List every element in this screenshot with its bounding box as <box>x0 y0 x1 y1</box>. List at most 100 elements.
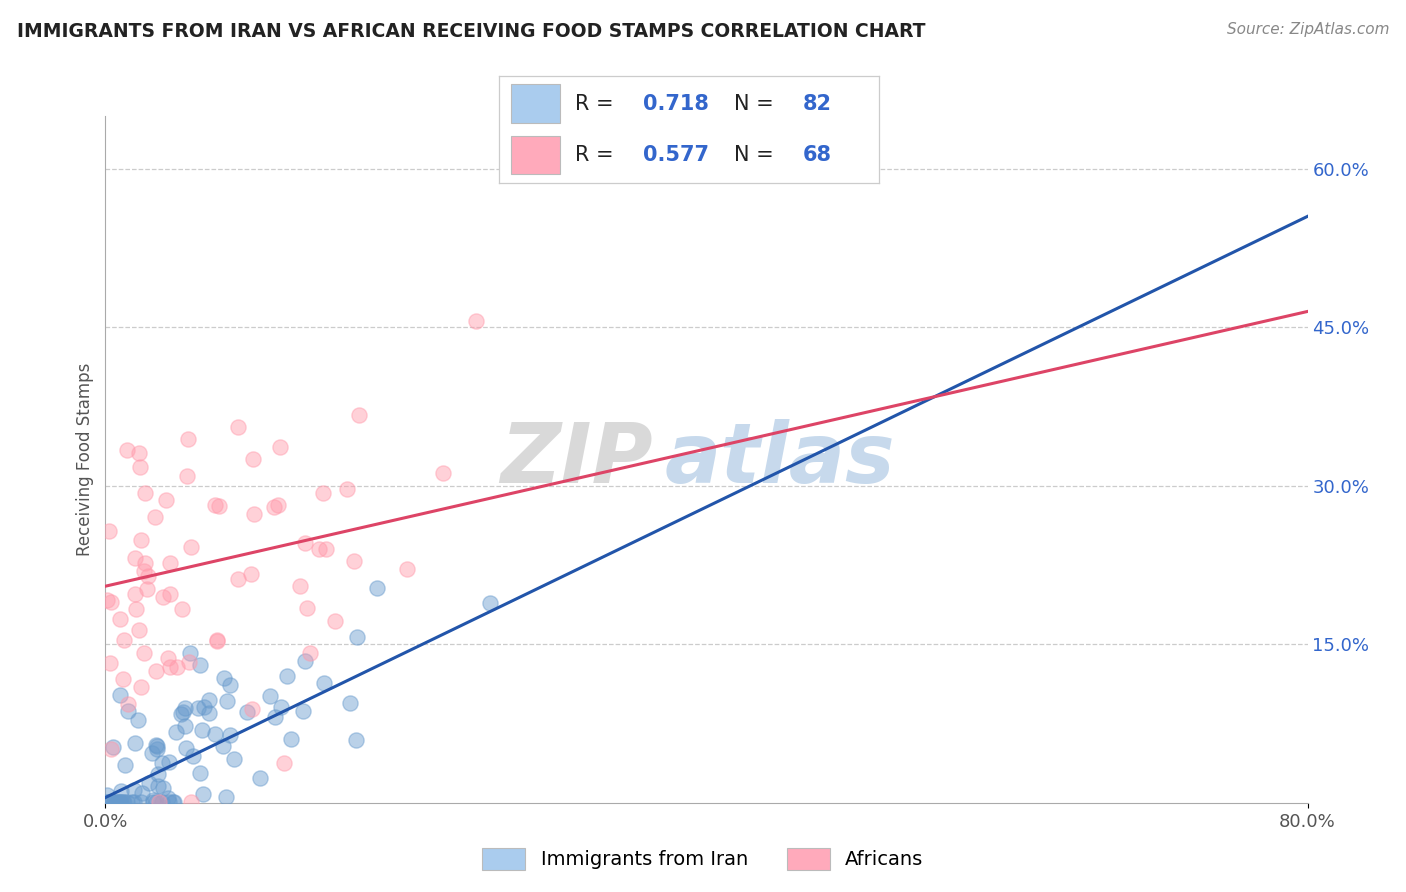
Point <box>187 701 209 715</box>
Point <box>96 795 118 809</box>
Point <box>152 795 174 809</box>
Point <box>170 706 193 721</box>
Point <box>122 795 145 809</box>
Point <box>96 592 118 607</box>
Point <box>198 693 221 707</box>
Point <box>129 795 152 809</box>
Point <box>294 654 316 668</box>
Point <box>432 466 454 480</box>
Point <box>212 671 235 685</box>
Text: 68: 68 <box>803 145 832 165</box>
Point <box>124 586 146 600</box>
Point <box>180 795 202 809</box>
Point <box>107 795 129 809</box>
Point <box>117 705 139 719</box>
Point <box>110 612 132 626</box>
Point <box>366 582 388 596</box>
Point <box>143 510 166 524</box>
Legend: Immigrants from Iran, Africans: Immigrants from Iran, Africans <box>475 839 931 878</box>
Text: R =: R = <box>575 94 620 113</box>
Point <box>344 732 367 747</box>
Point <box>176 468 198 483</box>
Point <box>104 795 127 809</box>
Point <box>270 699 292 714</box>
Point <box>145 738 167 752</box>
Point <box>179 655 201 669</box>
Point <box>226 572 249 586</box>
Point <box>145 795 167 809</box>
FancyBboxPatch shape <box>510 85 560 123</box>
Point <box>100 741 122 756</box>
Point <box>204 498 226 512</box>
Point <box>204 727 226 741</box>
Point <box>117 443 139 458</box>
Point <box>108 689 131 703</box>
Point <box>138 776 160 790</box>
Point <box>343 554 366 568</box>
Point <box>312 676 335 690</box>
Point <box>273 756 295 770</box>
Point <box>129 533 152 548</box>
Point <box>180 540 202 554</box>
Point <box>110 784 132 798</box>
Point <box>134 565 156 579</box>
Point <box>96 795 118 809</box>
Point <box>288 579 311 593</box>
Text: N =: N = <box>734 145 780 165</box>
Point <box>159 557 181 571</box>
Point <box>146 741 169 756</box>
Point <box>157 791 180 805</box>
Point <box>267 498 290 512</box>
Point <box>146 767 169 781</box>
Point <box>114 757 136 772</box>
Point <box>142 795 165 809</box>
Point <box>152 590 174 604</box>
Point <box>121 795 143 809</box>
Point <box>112 632 135 647</box>
Y-axis label: Receiving Food Stamps: Receiving Food Stamps <box>76 363 94 556</box>
Point <box>112 795 135 809</box>
Point <box>129 680 152 694</box>
Point <box>135 582 157 596</box>
Point <box>98 795 121 809</box>
Point <box>295 600 318 615</box>
Point <box>128 446 150 460</box>
Point <box>134 646 156 660</box>
Point <box>312 486 335 500</box>
Point <box>465 314 488 328</box>
Point <box>142 793 165 807</box>
Point <box>110 795 132 809</box>
FancyBboxPatch shape <box>510 136 560 174</box>
Point <box>205 633 228 648</box>
Text: 0.577: 0.577 <box>644 145 710 165</box>
Point <box>124 736 146 750</box>
Point <box>128 623 150 637</box>
Point <box>236 705 259 719</box>
Text: 0.718: 0.718 <box>644 94 709 113</box>
Point <box>222 751 245 765</box>
Text: ZIP: ZIP <box>499 419 652 500</box>
Point <box>339 696 361 710</box>
Text: N =: N = <box>734 94 780 113</box>
Point <box>226 420 249 434</box>
Point <box>212 739 235 753</box>
Point <box>190 657 212 672</box>
Point <box>103 795 125 809</box>
Point <box>146 780 169 794</box>
Point <box>242 452 264 467</box>
Point <box>159 587 181 601</box>
Point <box>111 672 134 686</box>
Point <box>159 795 181 809</box>
Point <box>122 783 145 797</box>
Text: IMMIGRANTS FROM IRAN VS AFRICAN RECEIVING FOOD STAMPS CORRELATION CHART: IMMIGRANTS FROM IRAN VS AFRICAN RECEIVIN… <box>17 22 925 41</box>
Point <box>136 569 159 583</box>
Point <box>108 795 131 809</box>
Text: Source: ZipAtlas.com: Source: ZipAtlas.com <box>1226 22 1389 37</box>
Point <box>207 634 229 648</box>
Point <box>134 556 156 570</box>
Point <box>101 740 124 755</box>
Point <box>146 739 169 754</box>
Point <box>325 615 347 629</box>
Text: R =: R = <box>575 145 620 165</box>
Point <box>150 756 173 771</box>
